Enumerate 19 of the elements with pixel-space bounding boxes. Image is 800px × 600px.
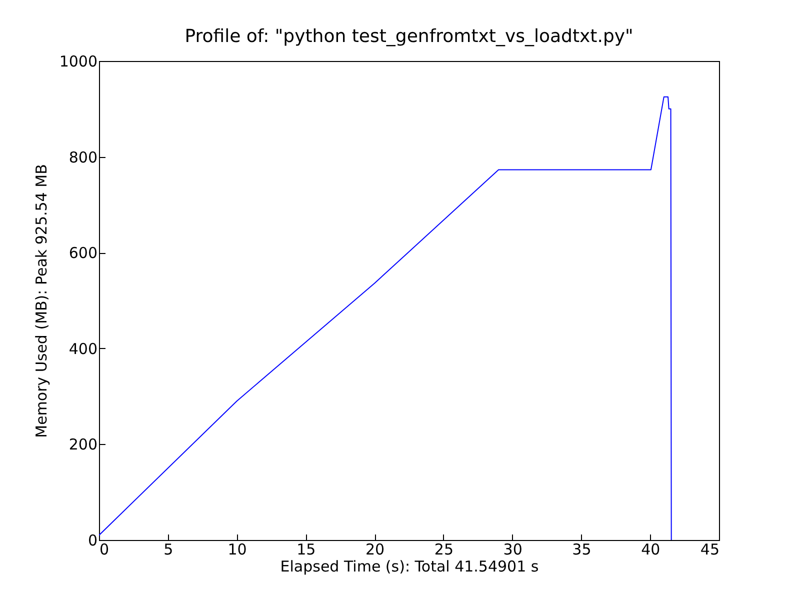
x-tick-label: 35 (572, 540, 592, 558)
y-tick-label: 600 (68, 244, 98, 262)
y-tick-label: 400 (68, 340, 98, 358)
x-tick-label: 20 (366, 540, 385, 558)
x-tick-label: 10 (228, 540, 247, 558)
x-tick-label: 30 (503, 540, 522, 558)
y-tick-label: 800 (68, 148, 98, 166)
x-tick-label: 5 (164, 540, 174, 558)
chart-title: Profile of: "python test_genfromtxt_vs_loadtxt.py" (184, 26, 634, 47)
y-tick-label: 1000 (59, 52, 98, 70)
x-tick-label: 45 (700, 540, 720, 558)
y-axis-title: Memory Used (MB): Peak 925.54 MB (32, 164, 50, 438)
line-series (99, 96, 672, 540)
x-axis-title: Elapsed Time (s): Total 41.54901 s (280, 558, 539, 576)
x-tick-label: 0 (100, 540, 110, 558)
x-tick-label: 25 (434, 540, 454, 558)
x-tick-label: 40 (641, 540, 660, 558)
x-tick-label: 15 (296, 540, 316, 558)
y-tick-label: 200 (68, 436, 98, 454)
